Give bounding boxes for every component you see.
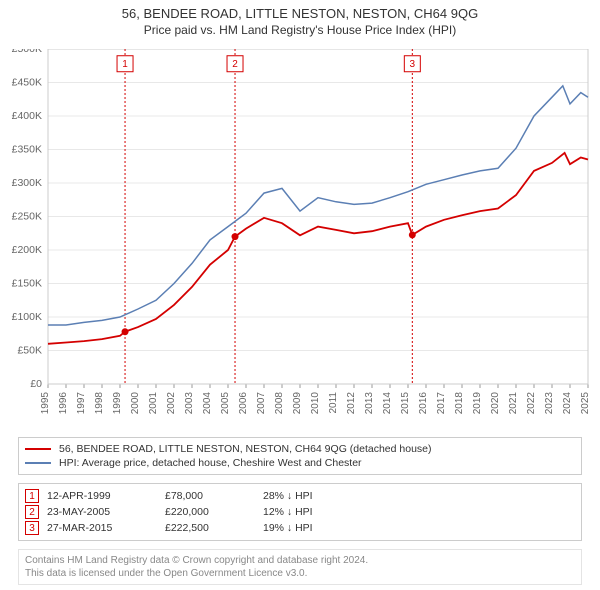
svg-text:2024: 2024 [562, 392, 573, 415]
event-marker-icon: 2 [25, 505, 39, 519]
svg-text:2009: 2009 [292, 392, 303, 415]
svg-text:1997: 1997 [76, 392, 87, 415]
svg-text:2: 2 [232, 59, 238, 70]
svg-text:2010: 2010 [310, 392, 321, 415]
svg-text:£0: £0 [30, 378, 42, 390]
svg-text:£200K: £200K [12, 244, 42, 256]
svg-text:2011: 2011 [328, 392, 339, 414]
events-table: 1 12-APR-1999 £78,000 28% ↓ HPI 2 23-MAY-2005… [18, 483, 582, 541]
title-block: 56, BENDEE ROAD, LITTLE NESTON, NESTON, … [0, 0, 600, 39]
event-delta: 12% ↓ HPI [263, 506, 313, 518]
legend-swatch [25, 462, 51, 464]
event-row: 2 23-MAY-2005 £220,000 12% ↓ HPI [25, 504, 575, 520]
svg-text:2018: 2018 [454, 392, 465, 415]
svg-text:2001: 2001 [148, 392, 159, 415]
svg-text:£100K: £100K [12, 311, 42, 323]
svg-text:1995: 1995 [40, 392, 51, 415]
svg-text:£500K: £500K [12, 49, 42, 55]
svg-text:2014: 2014 [382, 392, 393, 415]
event-date: 12-APR-1999 [47, 490, 157, 502]
event-delta: 19% ↓ HPI [263, 522, 313, 534]
legend: 56, BENDEE ROAD, LITTLE NESTON, NESTON, … [18, 437, 582, 475]
chart-subtitle: Price paid vs. HM Land Registry's House … [0, 21, 600, 37]
svg-text:2007: 2007 [256, 392, 267, 415]
plot-area: £0 £50K £100K £150K £200K £250K £300K £350K £400… [0, 49, 600, 429]
svg-text:1999: 1999 [112, 392, 123, 415]
event-delta: 28% ↓ HPI [263, 490, 313, 502]
svg-text:2022: 2022 [526, 392, 537, 415]
svg-text:2008: 2008 [274, 392, 285, 415]
event-marker-icon: 3 [25, 521, 39, 535]
svg-text:2021: 2021 [508, 392, 519, 415]
source-attribution: Contains HM Land Registry data © Crown c… [18, 549, 582, 585]
svg-text:£50K: £50K [17, 345, 42, 357]
svg-text:1: 1 [122, 59, 128, 70]
source-line-2: This data is licensed under the Open Gov… [25, 567, 575, 580]
event-price: £220,000 [165, 506, 255, 518]
svg-text:2023: 2023 [544, 392, 555, 415]
event-price: £222,500 [165, 522, 255, 534]
svg-text:£400K: £400K [12, 110, 42, 122]
svg-text:£300K: £300K [12, 177, 42, 189]
event-marker-icon: 1 [25, 489, 39, 503]
svg-text:2006: 2006 [238, 392, 249, 415]
legend-swatch [25, 448, 51, 450]
svg-text:£250K: £250K [12, 211, 42, 223]
svg-text:£150K: £150K [12, 278, 42, 290]
event-price: £78,000 [165, 490, 255, 502]
legend-row: HPI: Average price, detached house, Ches… [25, 456, 575, 470]
legend-row: 56, BENDEE ROAD, LITTLE NESTON, NESTON, … [25, 442, 575, 456]
event-date: 23-MAY-2005 [47, 506, 157, 518]
svg-text:3: 3 [410, 59, 416, 70]
svg-text:£450K: £450K [12, 77, 42, 89]
chart-container: 56, BENDEE ROAD, LITTLE NESTON, NESTON, … [0, 0, 600, 590]
svg-text:2013: 2013 [364, 392, 375, 415]
svg-text:2015: 2015 [400, 392, 411, 415]
svg-text:2025: 2025 [580, 392, 591, 415]
legend-label: 56, BENDEE ROAD, LITTLE NESTON, NESTON, … [59, 443, 432, 455]
legend-label: HPI: Average price, detached house, Ches… [59, 457, 362, 469]
svg-text:2000: 2000 [130, 392, 141, 415]
svg-text:2005: 2005 [220, 392, 231, 415]
svg-text:2016: 2016 [418, 392, 429, 415]
event-row: 3 27-MAR-2015 £222,500 19% ↓ HPI [25, 520, 575, 536]
svg-text:2017: 2017 [436, 392, 447, 415]
event-date: 27-MAR-2015 [47, 522, 157, 534]
svg-text:£350K: £350K [12, 144, 42, 156]
source-line-1: Contains HM Land Registry data © Crown c… [25, 554, 575, 567]
svg-text:2012: 2012 [346, 392, 357, 415]
svg-text:2020: 2020 [490, 392, 501, 415]
svg-text:1996: 1996 [58, 392, 69, 415]
svg-text:2019: 2019 [472, 392, 483, 415]
svg-text:2002: 2002 [166, 392, 177, 415]
svg-text:2004: 2004 [202, 392, 213, 415]
svg-text:1998: 1998 [94, 392, 105, 415]
svg-text:2003: 2003 [184, 392, 195, 415]
chart-title: 56, BENDEE ROAD, LITTLE NESTON, NESTON, … [0, 6, 600, 21]
event-row: 1 12-APR-1999 £78,000 28% ↓ HPI [25, 488, 575, 504]
chart-svg: £0 £50K £100K £150K £200K £250K £300K £350K £400… [0, 49, 600, 429]
